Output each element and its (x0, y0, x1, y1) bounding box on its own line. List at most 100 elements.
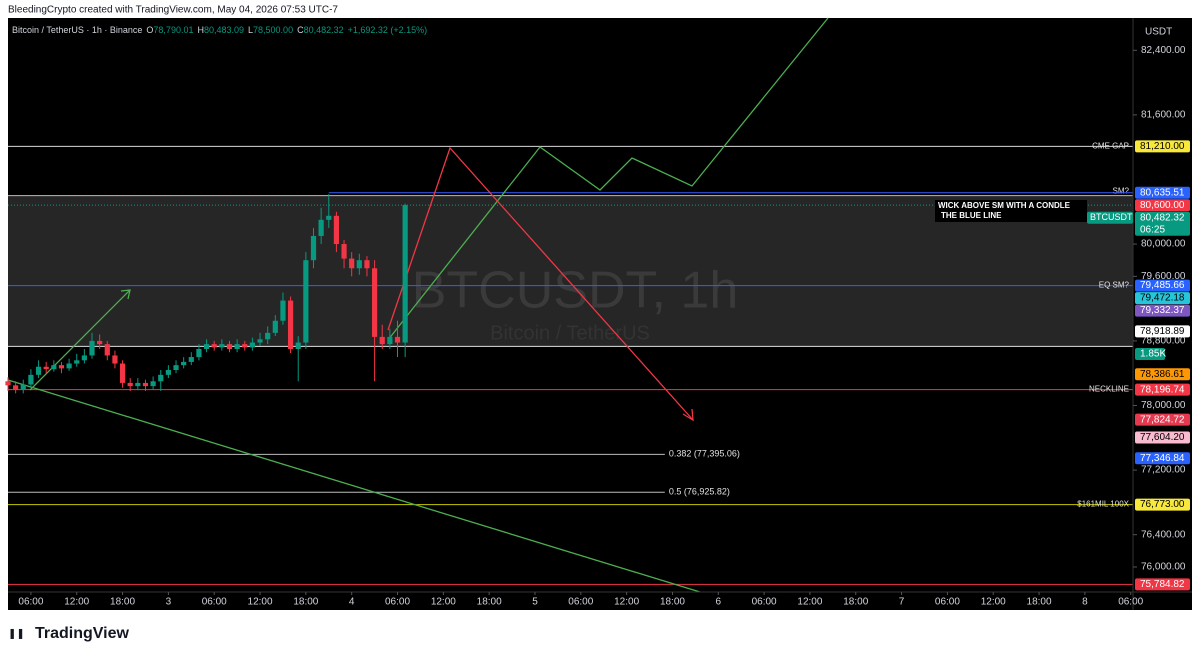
x-tick-label: 12:00 (614, 597, 639, 608)
candle-body (280, 300, 286, 321)
legend-item: Bitcoin / TetherUS · 1h · Binance (12, 25, 142, 35)
price-tag-label: 76,773.00 (1140, 499, 1185, 510)
candle-body (58, 365, 65, 369)
candle-body (165, 369, 171, 375)
candle-body (211, 344, 217, 348)
price-tag (1135, 368, 1190, 381)
x-tick-label: 06:00 (18, 597, 43, 608)
candle-body (97, 340, 103, 345)
current-symbol: BTCUSDT (1090, 212, 1133, 222)
drawing (120, 289, 131, 300)
watermark-title: BTCUSDT, 1h (412, 262, 739, 320)
candle-body (20, 384, 26, 390)
current-price: 80,482.32 (1140, 212, 1185, 223)
annotation: WICK ABOVE SM WITH A CONDLE (938, 201, 1071, 210)
candle-body (356, 260, 362, 269)
y-tick-label: 80,000.00 (1141, 239, 1186, 250)
x-tick-label: 18:00 (1027, 597, 1052, 608)
price-tag-label: 80,635.51 (1140, 187, 1185, 198)
candle-body (310, 235, 317, 261)
candle-body (379, 336, 385, 345)
x-tick-label: 3 (166, 597, 172, 608)
legend-item: L (248, 25, 253, 35)
x-tick-label: 06:00 (1118, 597, 1143, 608)
candle-body (13, 385, 19, 390)
candle-body (234, 344, 240, 349)
level-label: 0.5 (76,925.82) (669, 487, 730, 497)
x-tick-label: 06:00 (385, 597, 410, 608)
x-tick-label: 12:00 (981, 597, 1006, 608)
candle-body (43, 366, 49, 370)
price-tag (1135, 383, 1190, 396)
candle-body (219, 344, 225, 348)
price-tag-label: 79,332.37 (1140, 305, 1185, 316)
current-price-tag (1135, 211, 1190, 236)
candle-body (112, 355, 118, 364)
x-tick-label: 12:00 (797, 597, 822, 608)
candle-body (341, 244, 347, 259)
price-tag-label: 77,604.20 (1140, 432, 1185, 443)
candle-body (104, 344, 110, 356)
price-tag (1135, 413, 1190, 426)
candle-body (371, 268, 378, 337)
footer-logo: TradingView (35, 625, 130, 642)
legend-item: H (197, 25, 204, 35)
price-tag (1135, 140, 1190, 153)
price-tag-label: 77,346.84 (1140, 453, 1185, 464)
candle-body (272, 320, 278, 333)
header: BleedingCrypto created with TradingView.… (8, 5, 338, 16)
y-tick-label: 79,600.00 (1141, 271, 1186, 282)
price-tag-label: 77,824.72 (1140, 414, 1185, 425)
x-tick-label: 06:00 (935, 597, 960, 608)
candle-body (326, 215, 332, 220)
volume-tag (1135, 348, 1165, 360)
price-tag (1135, 304, 1190, 317)
drawing (387, 146, 694, 421)
candle-body (181, 361, 187, 366)
candle-body (5, 381, 11, 386)
x-tick-label: 12:00 (431, 597, 456, 608)
legend-item: 78,500.00 (253, 25, 293, 35)
y-tick-label: 76,000.00 (1141, 562, 1186, 573)
candle-body (226, 344, 233, 349)
price-tag (1135, 199, 1190, 212)
price-tag (1135, 578, 1190, 591)
y-tick-label: 82,400.00 (1141, 45, 1186, 56)
price-tag-label: 79,485.66 (1140, 280, 1185, 291)
candle-body (142, 382, 149, 387)
level-label: SM? (1113, 187, 1130, 196)
candle-body (318, 219, 324, 236)
x-tick-label: 18:00 (843, 597, 868, 608)
legend-item: 78,790.01 (153, 25, 193, 35)
currency: USDT (1145, 27, 1172, 38)
x-tick-label: 06:00 (752, 597, 777, 608)
annotation-box (935, 200, 1087, 222)
price-tag-label: 80,600.00 (1140, 200, 1185, 211)
candle-body (394, 336, 401, 343)
x-tick-label: 12:00 (64, 597, 89, 608)
volume-tag-label: 1.85K (1140, 349, 1166, 360)
annotation: THE BLUE LINE (941, 211, 1002, 220)
price-tag-label: 78,918.89 (1140, 326, 1185, 337)
candle-body (196, 348, 202, 358)
price-tag-label: 78,196.74 (1140, 384, 1185, 395)
level-label: CME GAP (1092, 141, 1129, 150)
price-tag-label: 81,210.00 (1140, 141, 1185, 152)
legend: Bitcoin / TetherUS · 1h · Binance O78,790… (12, 25, 427, 35)
y-tick-label: 81,600.00 (1141, 110, 1186, 121)
candle-body (119, 363, 126, 383)
x-tick-label: 12:00 (248, 597, 273, 608)
y-tick-label: 78,000.00 (1141, 400, 1186, 411)
current-symbol-tag (1087, 211, 1133, 224)
legend-item: C (297, 25, 304, 35)
x-tick-label: 18:00 (660, 597, 685, 608)
legend-item: +1,692.32 (+2.15%) (348, 25, 428, 35)
y-tick-label: 78,800.00 (1141, 336, 1186, 347)
level-label: $161MIL 100X (1077, 500, 1129, 509)
drawing (387, 17, 829, 341)
x-tick-label: 18:00 (293, 597, 318, 608)
watermark-subtitle: Bitcoin / TetherUS (490, 322, 650, 344)
candle-body (203, 344, 210, 349)
